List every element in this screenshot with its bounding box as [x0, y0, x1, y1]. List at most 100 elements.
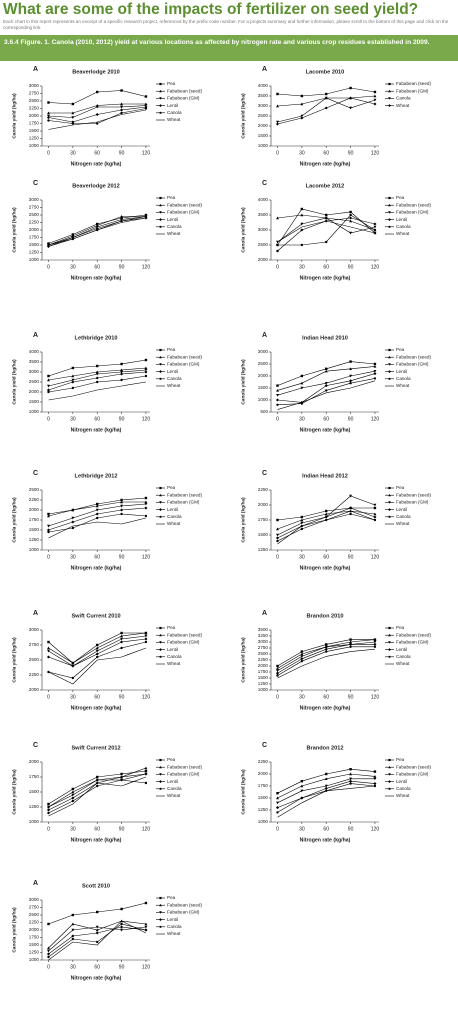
data-point	[120, 922, 123, 926]
data-point	[300, 114, 304, 118]
data-point	[46, 808, 51, 812]
legend-label: Wheat	[167, 231, 181, 236]
y-tick-label: 1750	[29, 121, 40, 126]
legend-label: Fababean (GM)	[167, 500, 200, 505]
y-tick-label: 1500	[258, 385, 269, 390]
legend-label: Canola	[396, 96, 411, 101]
data-point	[276, 243, 279, 247]
data-point	[300, 222, 304, 226]
legend-marker	[159, 758, 162, 762]
data-point	[300, 213, 304, 217]
x-tick-label: 90	[119, 826, 125, 832]
data-point	[144, 514, 148, 518]
legend-marker	[388, 493, 391, 497]
data-point	[47, 530, 50, 534]
data-point	[144, 215, 148, 218]
panel-label: C	[33, 470, 38, 477]
data-point	[144, 506, 148, 510]
data-point	[324, 512, 328, 516]
legend-label: Fababean (seed)	[396, 81, 431, 86]
panel-label: A	[33, 610, 38, 617]
y-tick-label: 3000	[29, 369, 40, 374]
legend-marker	[388, 89, 391, 93]
x-tick-label: 60	[94, 264, 100, 270]
x-tick-label: 0	[47, 264, 50, 270]
data-point	[275, 122, 280, 126]
data-point	[120, 372, 124, 376]
x-axis-label: Nitrogen rate (kg/ha)	[71, 275, 122, 281]
x-tick-label: 30	[70, 416, 76, 422]
y-axis-label: Canola yield (kg/ha)	[11, 637, 17, 683]
data-point	[47, 805, 50, 809]
data-point	[325, 213, 328, 217]
data-point	[324, 382, 328, 385]
legend-marker	[388, 780, 391, 784]
data-point	[300, 94, 304, 98]
data-point	[71, 928, 75, 932]
y-tick-label: 2750	[29, 905, 40, 910]
x-tick-label: 0	[276, 416, 279, 422]
y-tick-label: 3500	[258, 212, 269, 217]
data-point	[373, 642, 377, 646]
x-tick-label: 0	[47, 150, 50, 156]
data-point	[47, 649, 50, 653]
data-point	[120, 925, 124, 929]
x-tick-label: 30	[70, 694, 76, 700]
legend-label: Pea	[167, 485, 176, 490]
y-tick-label: 3000	[258, 227, 269, 232]
x-axis-label: Nitrogen rate (kg/ha)	[300, 427, 351, 433]
data-point	[325, 643, 328, 646]
y-tick-label: 3000	[29, 897, 40, 902]
data-point	[373, 777, 377, 781]
data-point	[349, 360, 352, 363]
x-tick-label: 60	[94, 554, 100, 560]
data-point	[144, 634, 148, 638]
legend-label: Wheat	[396, 793, 410, 798]
series-line	[277, 373, 376, 403]
legend-label: Canola	[396, 654, 411, 659]
legend-label: Lentil	[396, 647, 407, 652]
legend-label: Fababean (GM)	[167, 640, 200, 645]
data-point	[120, 219, 123, 223]
y-tick-label: 1750	[29, 774, 40, 779]
chart-title: Lacombe 2012	[306, 183, 345, 189]
legend-marker	[388, 225, 391, 228]
data-point	[373, 774, 377, 778]
legend-marker	[388, 787, 391, 790]
data-point	[349, 782, 352, 785]
x-tick-label: 30	[299, 416, 305, 422]
legend-label: Pea	[396, 757, 405, 762]
legend-label: Fababean (GM)	[167, 772, 200, 777]
data-point	[349, 512, 352, 516]
legend-label: Fababean (seed)	[396, 202, 431, 207]
data-point	[144, 95, 148, 98]
legend-label: Lentil	[167, 917, 178, 922]
legend-label: Lentil	[396, 779, 407, 784]
x-tick-label: 0	[276, 150, 279, 156]
data-point	[349, 768, 352, 771]
legend-marker	[159, 486, 162, 490]
data-point	[47, 101, 50, 104]
data-point	[373, 645, 377, 648]
data-point	[276, 533, 279, 537]
panel-label: A	[33, 66, 38, 73]
data-point	[47, 922, 50, 926]
y-axis-label: Canola yield (kg/ha)	[11, 907, 17, 953]
x-tick-label: 60	[323, 554, 329, 560]
legend-label: Fababean (GM)	[167, 96, 200, 101]
legend-label: Fababean (seed)	[167, 902, 202, 907]
data-point	[373, 90, 377, 94]
x-tick-label: 30	[70, 150, 76, 156]
data-point	[349, 86, 352, 90]
data-point	[71, 374, 75, 378]
chart-title: Lacombe 2010	[306, 69, 345, 75]
data-point	[71, 520, 75, 524]
data-point	[46, 655, 51, 659]
legend-marker	[159, 363, 162, 366]
data-point	[144, 766, 148, 770]
y-tick-label: 2000	[29, 389, 40, 394]
data-point	[276, 674, 279, 677]
legend-marker	[159, 82, 162, 86]
series-line	[48, 647, 147, 685]
